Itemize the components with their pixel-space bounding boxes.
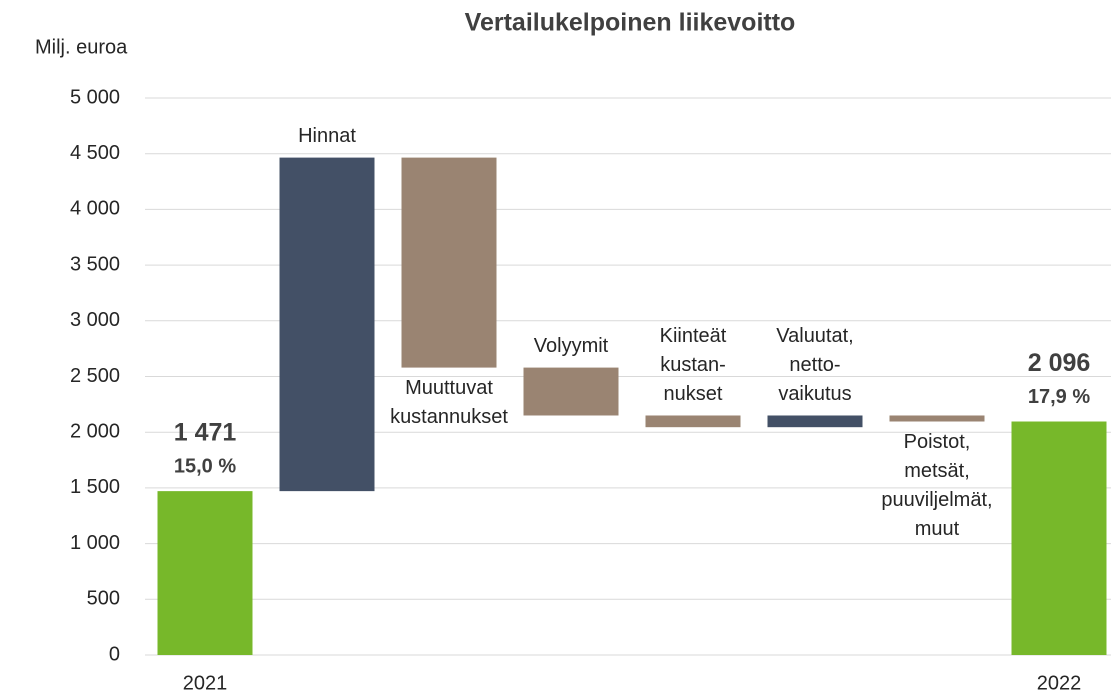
y-tick-label: 3 500 (70, 253, 120, 275)
step-bar (645, 415, 741, 428)
y-tick-label: 500 (87, 588, 120, 610)
total-label: 1 471 (174, 419, 237, 447)
step-bar (279, 157, 375, 492)
x-tick-label: 2022 (1037, 672, 1082, 694)
x-tick-label: 2021 (183, 672, 228, 694)
step-label: puuviljelmät, (881, 489, 992, 511)
y-tick-label: 4 000 (70, 198, 120, 220)
step-label: vaikutus (778, 383, 851, 405)
margin-label: 17,9 % (1028, 386, 1090, 408)
step-label: netto- (789, 354, 840, 376)
y-tick-label: 1 500 (70, 476, 120, 498)
step-bar (401, 157, 497, 368)
step-bar (767, 415, 863, 428)
step-label: Valuutat, (776, 325, 853, 347)
y-tick-label: 3 000 (70, 309, 120, 331)
y-tick-label: 2 500 (70, 365, 120, 387)
step-bar (523, 367, 619, 416)
y-tick-label: 0 (109, 643, 120, 665)
step-label: nukset (664, 383, 723, 405)
step-label: Muuttuvat (405, 377, 493, 399)
total-bar (1011, 421, 1107, 655)
step-label: metsät, (904, 460, 970, 482)
step-label: Volyymit (534, 335, 609, 357)
step-label: muut (915, 518, 960, 540)
step-label: Poistot, (904, 431, 971, 453)
y-tick-label: 1 000 (70, 532, 120, 554)
step-label: Hinnat (298, 125, 356, 147)
y-axis-label: Milj. euroa (35, 36, 128, 58)
step-label: kustannukset (390, 406, 508, 428)
step-label: Kiinteät (660, 325, 727, 347)
y-tick-label: 4 500 (70, 142, 120, 164)
y-tick-label: 2 000 (70, 420, 120, 442)
total-bar (157, 491, 253, 655)
margin-label: 15,0 % (174, 455, 236, 477)
y-tick-label: 5 000 (70, 86, 120, 108)
step-bar (889, 415, 985, 422)
total-label: 2 096 (1028, 349, 1091, 377)
chart-title: Vertailukelpoinen liikevoitto (465, 9, 796, 37)
step-label: kustan- (660, 354, 726, 376)
